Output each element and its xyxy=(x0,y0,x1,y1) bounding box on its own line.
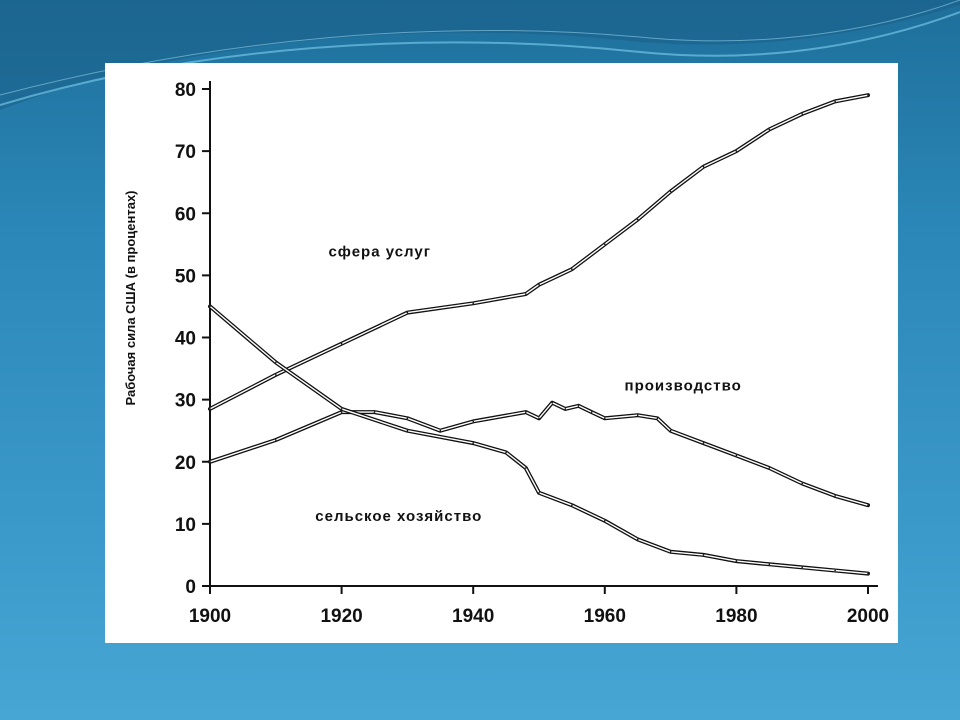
data-point-manufacturing xyxy=(340,411,343,413)
series-annotations: сфера услуг производство сельское хозяйств… xyxy=(315,244,742,525)
line-chart: 0 10 20 30 40 50 60 70 80 1900 1920 1940 1960 1980 20… xyxy=(123,80,889,627)
data-point-manufacturing xyxy=(604,417,606,420)
data-point-manufacturing xyxy=(834,495,836,497)
data-point-manufacturing xyxy=(209,461,211,463)
data-point-agriculture xyxy=(275,361,277,364)
data-point-agriculture xyxy=(571,504,573,507)
data-point-manufacturing xyxy=(636,414,639,417)
data-point-services xyxy=(702,165,705,168)
data-point-manufacturing xyxy=(439,429,442,432)
series-annotation-label: сфера услуг xyxy=(328,244,431,261)
data-point-manufacturing xyxy=(406,417,409,420)
data-point-services xyxy=(472,302,475,305)
y-tick-label: 80 xyxy=(175,80,196,101)
x-tick-label: 1980 xyxy=(715,606,757,627)
y-tick-label: 20 xyxy=(175,453,196,474)
data-point-services xyxy=(669,190,672,193)
data-point-agriculture xyxy=(867,572,869,575)
x-tick-label: 1960 xyxy=(584,606,626,627)
series-annotation-label: сельское хозяйство xyxy=(315,508,482,525)
data-point-services xyxy=(735,150,738,152)
chart-axes xyxy=(209,81,878,587)
header-wave-line xyxy=(0,0,960,96)
data-point-services xyxy=(571,268,573,270)
y-tick-label: 0 xyxy=(185,577,196,598)
y-axis-ticks: 0 10 20 30 40 50 60 70 80 xyxy=(175,80,210,598)
header-wave-decoration xyxy=(0,0,960,110)
data-point-agriculture xyxy=(768,563,771,566)
y-tick-label: 60 xyxy=(175,204,196,225)
series-line-services xyxy=(208,93,870,411)
data-point-manufacturing xyxy=(577,405,580,407)
data-point-agriculture xyxy=(340,408,343,410)
data-point-services xyxy=(604,243,606,246)
series-line-agriculture xyxy=(208,304,870,576)
series-annotation-label: производство xyxy=(625,377,742,394)
data-point-agriculture xyxy=(472,442,475,444)
data-point-services xyxy=(538,283,540,286)
data-point-services xyxy=(340,342,343,345)
data-point-services xyxy=(406,311,409,314)
series-line-agriculture-inner xyxy=(209,305,869,575)
y-tick-label: 10 xyxy=(175,515,196,536)
data-point-services xyxy=(636,218,639,221)
data-point-manufacturing xyxy=(525,411,527,413)
data-point-manufacturing xyxy=(768,467,771,469)
data-point-services xyxy=(801,113,803,115)
series-line-services-inner xyxy=(209,94,869,410)
y-tick-label: 40 xyxy=(175,329,196,350)
x-tick-label: 1940 xyxy=(452,606,494,627)
data-point-manufacturing xyxy=(373,411,376,413)
x-tick-label: 2000 xyxy=(847,606,889,627)
data-point-agriculture xyxy=(702,554,705,556)
chart-panel: 0 10 20 30 40 50 60 70 80 1900 1920 1940 1960 1980 20… xyxy=(105,63,898,643)
data-point-agriculture xyxy=(505,451,507,454)
data-point-manufacturing xyxy=(551,401,553,404)
data-point-services xyxy=(275,374,277,376)
data-point-manufacturing xyxy=(702,442,705,444)
x-tick-label: 1900 xyxy=(189,606,231,627)
data-point-services xyxy=(834,100,836,103)
y-tick-label: 70 xyxy=(175,142,196,163)
data-point-manufacturing xyxy=(275,439,277,441)
data-point-services xyxy=(768,128,771,131)
data-point-manufacturing xyxy=(564,408,567,410)
data-point-agriculture xyxy=(604,520,606,522)
data-point-services xyxy=(867,94,869,96)
data-point-manufacturing xyxy=(590,411,593,413)
series-lines xyxy=(208,93,870,576)
data-point-agriculture xyxy=(735,560,738,562)
data-point-manufacturing xyxy=(656,417,659,420)
data-point-agriculture xyxy=(801,566,803,569)
data-point-agriculture xyxy=(209,305,211,308)
data-point-manufacturing xyxy=(472,420,475,423)
x-axis-ticks: 1900 1920 1940 1960 1980 2000 xyxy=(189,586,889,627)
y-tick-label: 30 xyxy=(175,391,196,412)
data-point-manufacturing xyxy=(735,454,738,457)
data-point-agriculture xyxy=(525,467,527,469)
data-point-agriculture xyxy=(538,492,540,494)
x-tick-label: 1920 xyxy=(320,606,362,627)
data-point-manufacturing xyxy=(867,504,869,507)
data-point-manufacturing xyxy=(538,417,540,420)
y-axis-title: Рабочая сила США (в процентах) xyxy=(123,190,138,405)
data-point-agriculture xyxy=(406,429,409,432)
data-point-manufacturing xyxy=(669,429,672,432)
y-tick-label: 50 xyxy=(175,266,196,287)
data-point-agriculture xyxy=(669,551,672,553)
data-point-services xyxy=(209,408,211,410)
data-point-agriculture xyxy=(636,538,639,541)
data-point-services xyxy=(525,293,527,295)
data-point-manufacturing xyxy=(801,482,803,485)
data-point-agriculture xyxy=(834,569,836,572)
